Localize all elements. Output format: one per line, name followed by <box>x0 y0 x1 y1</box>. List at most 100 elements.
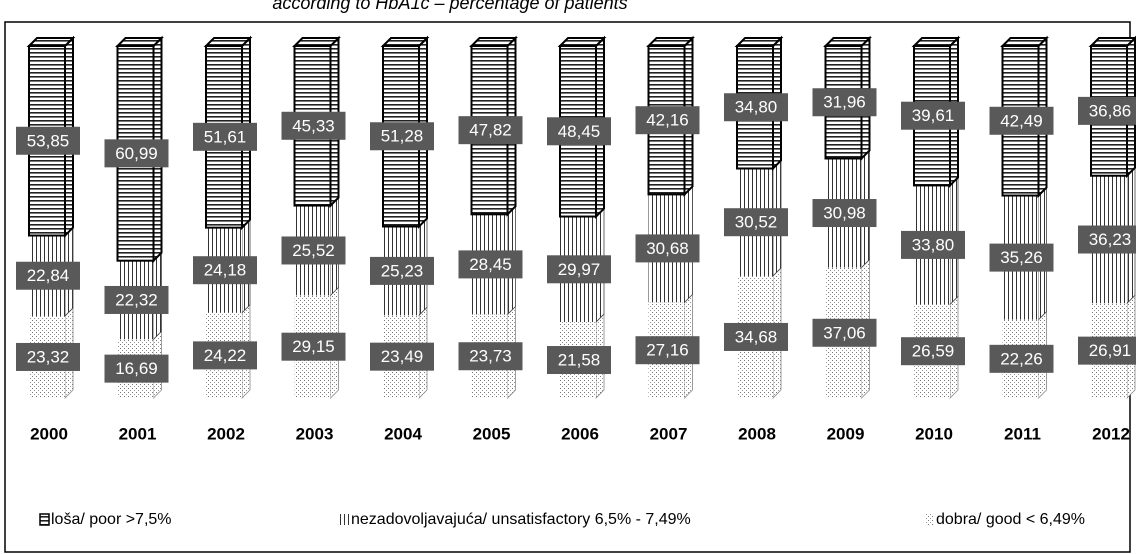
bar-top <box>203 37 253 47</box>
label-box <box>989 243 1054 272</box>
label-box <box>547 117 611 146</box>
label-box <box>635 106 700 135</box>
legend-swatch <box>925 514 934 525</box>
label-box <box>104 285 169 314</box>
bar-top <box>380 37 430 47</box>
label-box <box>724 322 788 351</box>
bar-top <box>646 37 695 47</box>
label-box <box>458 250 523 279</box>
value-label: 42,16 <box>646 111 689 130</box>
x-tick-label: 2011 <box>1004 424 1041 443</box>
value-label: 29,15 <box>292 337 335 356</box>
value-label: 51,28 <box>381 127 424 146</box>
x-tick-label: 2010 <box>915 424 953 443</box>
value-label: 47,82 <box>469 121 512 140</box>
value-label: 30,52 <box>735 213 778 232</box>
label-box <box>724 93 788 122</box>
bar-top <box>557 37 607 47</box>
x-tick-label: 2007 <box>650 424 688 443</box>
x-tick-label: 2005 <box>473 424 511 443</box>
value-label: 26,59 <box>912 342 955 361</box>
value-label: 35,26 <box>1000 248 1043 267</box>
bar-top <box>823 37 872 47</box>
value-label: 25,23 <box>381 261 424 280</box>
label-box <box>193 341 257 370</box>
bar-top <box>469 37 518 47</box>
value-label: 28,45 <box>469 255 512 274</box>
label-box <box>989 106 1054 135</box>
label-box <box>370 122 434 151</box>
label-box <box>1078 96 1136 125</box>
label-box <box>370 256 434 285</box>
value-label: 42,49 <box>1000 111 1043 130</box>
bar-top <box>734 37 784 47</box>
chart-title: according to HbA1c – percentage of patie… <box>272 0 627 13</box>
value-label: 30,68 <box>646 239 689 258</box>
value-label: 45,33 <box>292 116 335 135</box>
bar-top <box>26 37 76 47</box>
label-box <box>547 346 611 375</box>
value-label: 27,16 <box>646 341 689 360</box>
legend-label: nezadovoljavajuća/ unsatisfactory 6,5% -… <box>351 511 691 528</box>
label-box <box>458 116 523 145</box>
x-tick-label: 2000 <box>30 424 68 443</box>
label-box <box>281 332 346 361</box>
value-label: 23,73 <box>469 347 512 366</box>
legend-swatch <box>340 514 349 525</box>
value-label: 39,61 <box>912 106 955 125</box>
x-tick-label: 2009 <box>827 424 865 443</box>
label-box <box>281 236 346 265</box>
x-tick-label: 2008 <box>738 424 776 443</box>
label-box <box>104 354 169 383</box>
bar-top <box>1088 37 1136 47</box>
x-tick-label: 2003 <box>296 424 334 443</box>
label-box <box>901 337 965 366</box>
label-box <box>281 111 346 140</box>
label-box <box>16 126 80 155</box>
x-tick-label: 2006 <box>561 424 599 443</box>
value-label: 60,99 <box>115 144 158 163</box>
bar-top <box>115 37 164 47</box>
label-box <box>458 342 523 371</box>
value-label: 36,86 <box>1089 101 1132 120</box>
legend-label: loša/ poor >7,5% <box>51 511 172 528</box>
legend-swatch <box>39 513 50 526</box>
label-box <box>370 342 434 371</box>
value-label: 33,80 <box>912 235 955 254</box>
label-box <box>901 101 965 130</box>
value-label: 22,32 <box>115 290 158 309</box>
x-tick-label: 2004 <box>384 424 422 443</box>
label-box <box>16 342 80 371</box>
label-box <box>193 122 257 151</box>
label-box <box>16 261 80 290</box>
label-box <box>104 139 169 168</box>
value-label: 31,96 <box>823 93 866 112</box>
value-label: 36,23 <box>1089 230 1132 249</box>
bar-top <box>292 37 341 47</box>
value-label: 30,98 <box>823 204 866 223</box>
value-label: 26,91 <box>1089 341 1132 360</box>
label-box <box>193 256 257 285</box>
x-tick-label: 2002 <box>207 424 245 443</box>
value-label: 23,49 <box>381 347 424 366</box>
value-label: 51,61 <box>204 127 247 146</box>
label-box <box>1078 225 1136 254</box>
value-label: 24,18 <box>204 261 247 280</box>
value-label: 23,32 <box>27 347 70 366</box>
value-label: 37,06 <box>823 323 866 342</box>
label-box <box>989 344 1054 373</box>
label-box <box>812 199 877 228</box>
x-tick-label: 2012 <box>1092 424 1130 443</box>
bar-top <box>1000 37 1049 47</box>
value-label: 29,97 <box>558 260 601 279</box>
label-box <box>1078 336 1136 365</box>
value-label: 48,45 <box>558 122 601 141</box>
label-box <box>812 88 877 117</box>
bar-top <box>911 37 961 47</box>
label-box <box>901 230 965 259</box>
value-label: 25,52 <box>292 241 335 260</box>
label-box <box>635 234 700 263</box>
value-label: 21,58 <box>558 351 601 370</box>
value-label: 22,84 <box>27 266 70 285</box>
